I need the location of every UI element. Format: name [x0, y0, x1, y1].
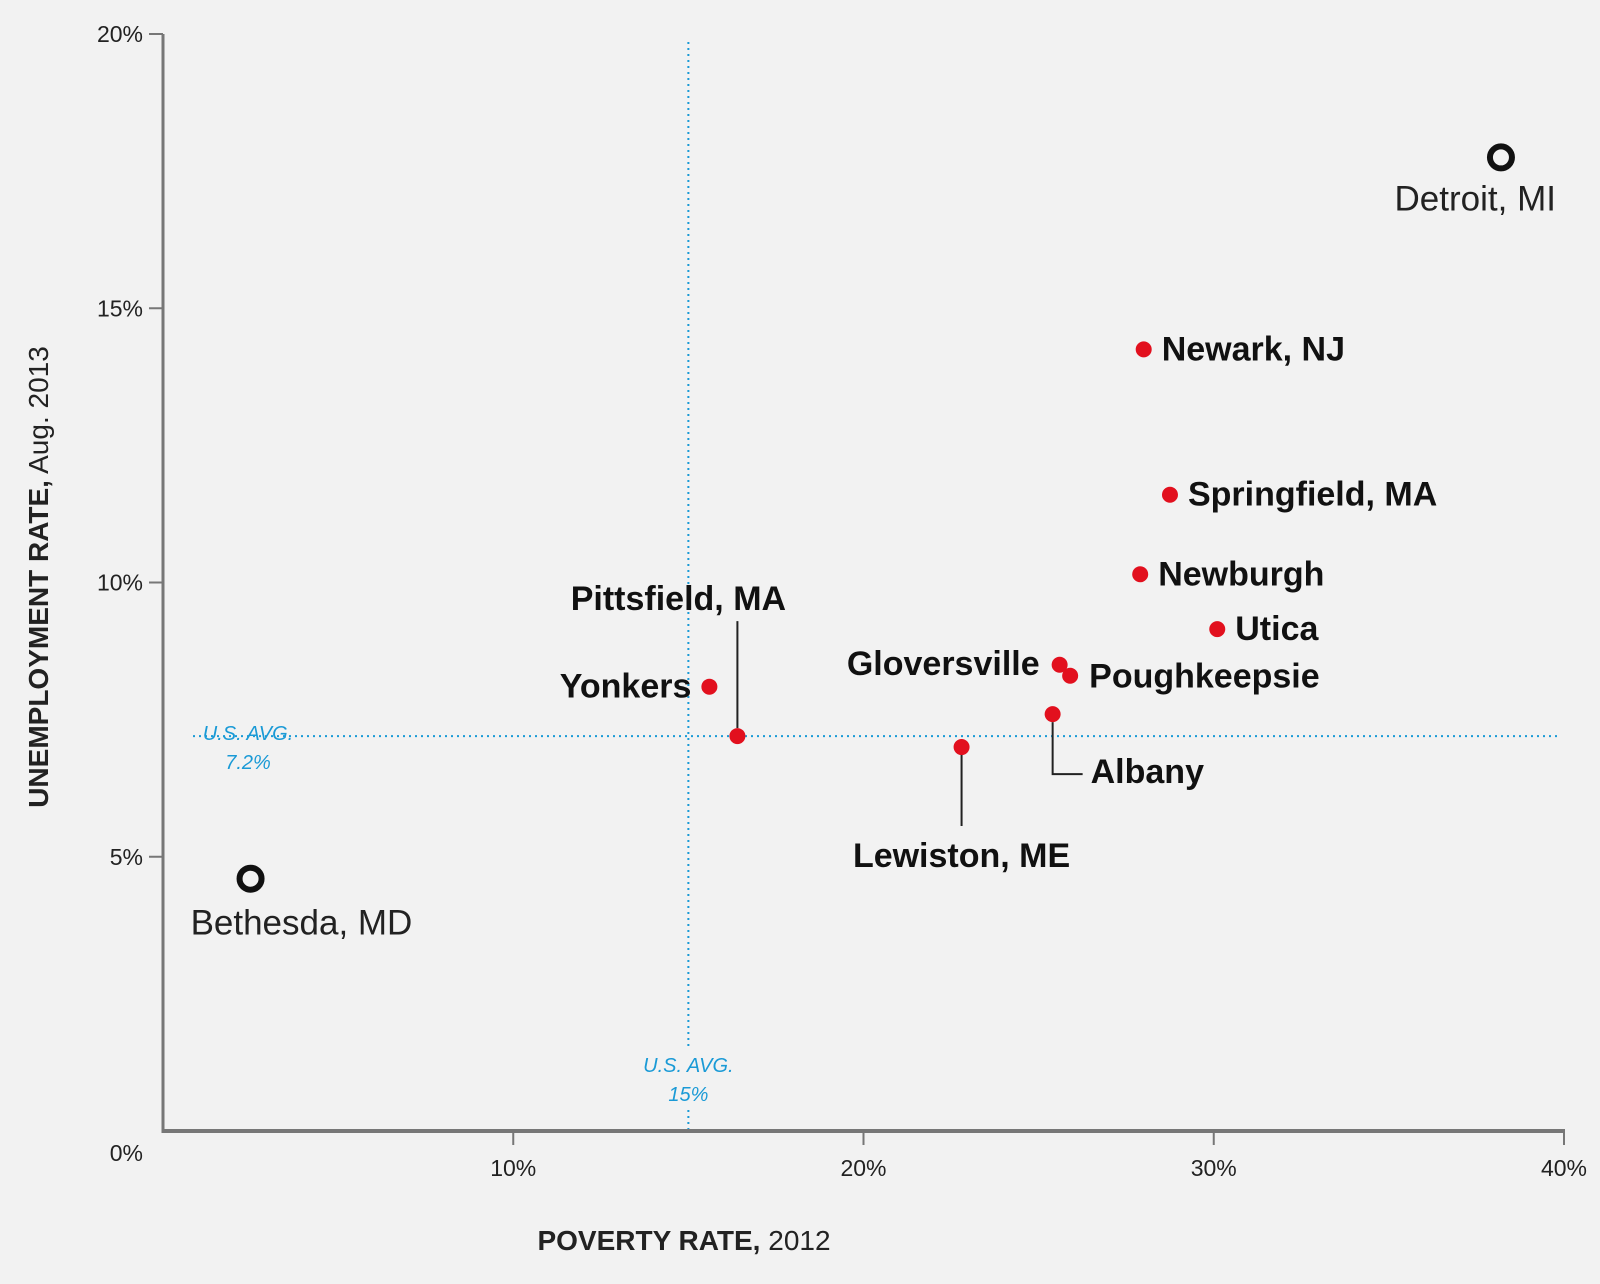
leader-line-albany: [1051, 722, 1083, 776]
label-poughkeepsie: Poughkeepsie: [1089, 658, 1320, 696]
us-avg-poverty-label-bg: [630, 1050, 747, 1110]
label-utica: Utica: [1235, 610, 1319, 648]
us-avg-unemployment-label: U.S. AVG.: [203, 723, 293, 745]
x-tick-label: 0%: [110, 1140, 143, 1166]
x-tick-label: 30%: [1191, 1155, 1237, 1181]
point-pittsfield-ma: [729, 728, 746, 745]
point-newark-nj: [1135, 341, 1152, 358]
x-axis-title: POVERTY RATE, 2012: [537, 1225, 830, 1256]
y-tick-label: 15%: [97, 295, 143, 321]
us-avg-poverty-label: U.S. AVG.: [643, 1055, 733, 1077]
y-tick-label: 10%: [97, 570, 143, 596]
us-avg-poverty-value: 15%: [668, 1084, 708, 1106]
point-springfield-ma: [1161, 486, 1178, 503]
point-lewiston-me: [953, 739, 970, 756]
point-gloversville: [1051, 656, 1068, 673]
x-tick-label: 40%: [1541, 1155, 1587, 1181]
point-detroit-mi: [1486, 143, 1515, 172]
label-bethesda-md: Bethesda, MD: [191, 904, 413, 943]
y-axis-title: UNEMPLOYMENT RATE, Aug. 2013: [23, 346, 54, 808]
x-tick-label: 20%: [840, 1155, 886, 1181]
y-tick-label: 20%: [97, 21, 143, 47]
point-newburgh: [1132, 566, 1149, 583]
point-poughkeepsie: [1062, 667, 1079, 684]
point-utica: [1209, 621, 1226, 638]
us-avg-unemployment-value: 7.2%: [225, 752, 271, 774]
label-newark-nj: Newark, NJ: [1162, 330, 1345, 368]
label-yonkers: Yonkers: [560, 668, 692, 706]
label-springfield-ma: Springfield, MA: [1188, 476, 1437, 514]
label-newburgh: Newburgh: [1158, 555, 1324, 593]
point-albany: [1044, 706, 1061, 723]
x-tick-label: 10%: [490, 1155, 536, 1181]
point-yonkers: [701, 678, 718, 695]
label-gloversville: Gloversville: [847, 645, 1040, 683]
point-bethesda-md: [236, 864, 265, 893]
label-albany: Albany: [1091, 753, 1204, 791]
y-tick-label: 5%: [110, 844, 143, 870]
label-lewiston-me: Lewiston, ME: [853, 837, 1070, 875]
label-pittsfield-ma: Pittsfield, MA: [571, 580, 786, 618]
label-detroit-mi: Detroit, MI: [1395, 179, 1556, 218]
